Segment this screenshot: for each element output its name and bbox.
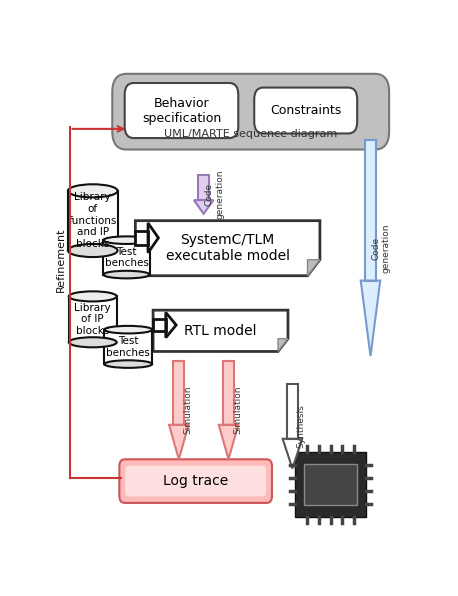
Bar	[136, 231, 148, 244]
Polygon shape	[148, 223, 158, 253]
Bar	[304, 464, 357, 505]
Ellipse shape	[104, 237, 149, 244]
Bar	[68, 191, 118, 250]
Bar	[198, 175, 209, 200]
Bar	[198, 175, 209, 200]
Text: Simulation: Simulation	[183, 386, 192, 434]
Polygon shape	[153, 310, 288, 352]
Polygon shape	[136, 221, 320, 276]
Text: UML/MARTE sequence diagram: UML/MARTE sequence diagram	[164, 129, 338, 139]
Text: Constraints: Constraints	[270, 104, 341, 117]
Ellipse shape	[104, 326, 152, 333]
Ellipse shape	[69, 291, 117, 302]
Text: RTL model: RTL model	[184, 324, 257, 338]
Bar	[153, 319, 166, 331]
Text: Behavior
specification: Behavior specification	[142, 97, 221, 125]
Bar	[104, 240, 149, 275]
Bar	[295, 452, 366, 517]
Text: Refinement: Refinement	[56, 228, 66, 292]
FancyBboxPatch shape	[125, 465, 266, 496]
Text: Code
generation: Code generation	[371, 224, 391, 273]
Text: SystemC/TLM
executable model: SystemC/TLM executable model	[166, 233, 289, 263]
FancyBboxPatch shape	[112, 74, 389, 150]
Bar	[287, 384, 298, 439]
Polygon shape	[307, 260, 320, 276]
Ellipse shape	[68, 184, 118, 197]
Polygon shape	[219, 425, 238, 460]
Ellipse shape	[68, 244, 118, 257]
FancyBboxPatch shape	[120, 460, 272, 503]
Bar	[153, 319, 166, 331]
Bar	[365, 141, 376, 281]
Text: Log trace: Log trace	[163, 474, 228, 488]
Polygon shape	[166, 312, 176, 338]
Text: Library
of IP
blocks: Library of IP blocks	[75, 303, 111, 336]
Ellipse shape	[69, 337, 117, 347]
Bar	[223, 361, 234, 425]
Text: Simulation: Simulation	[233, 386, 242, 434]
Bar	[365, 141, 376, 281]
FancyBboxPatch shape	[125, 83, 238, 138]
Bar	[287, 384, 298, 439]
Bar	[174, 361, 184, 425]
Ellipse shape	[104, 361, 152, 368]
Polygon shape	[169, 425, 189, 460]
Bar	[223, 361, 234, 425]
Text: Synthesis: Synthesis	[297, 404, 306, 448]
Polygon shape	[283, 439, 302, 468]
FancyBboxPatch shape	[254, 88, 357, 134]
Ellipse shape	[104, 271, 149, 278]
Text: Library
of
functions
and IP
blocks: Library of functions and IP blocks	[69, 193, 117, 249]
Text: Code
generation: Code generation	[205, 169, 224, 219]
Polygon shape	[361, 281, 380, 356]
Bar	[69, 296, 117, 342]
Bar	[104, 330, 152, 364]
Text: Test
benches: Test benches	[106, 336, 150, 358]
Bar	[136, 231, 148, 244]
Polygon shape	[194, 200, 213, 214]
Text: Test
benches: Test benches	[104, 247, 148, 268]
Polygon shape	[278, 339, 288, 352]
Bar	[174, 361, 184, 425]
